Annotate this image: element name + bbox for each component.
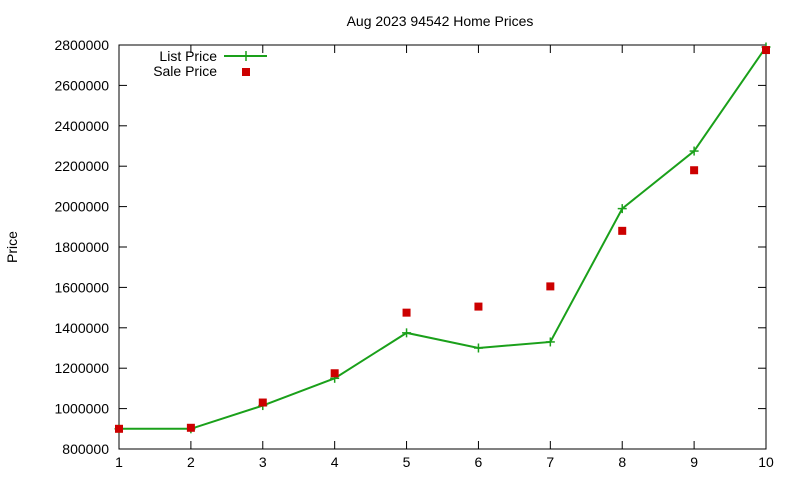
data-point-sale-price <box>690 166 699 175</box>
legend-label-sale-price: Sale Price <box>153 63 217 79</box>
y-tick-label: 2200000 <box>54 158 109 174</box>
x-tick-label: 9 <box>690 454 698 470</box>
data-point-list-price <box>402 328 412 338</box>
y-tick-label: 2000000 <box>54 199 109 215</box>
y-tick-label: 1000000 <box>54 401 109 417</box>
data-point-sale-price <box>546 282 555 291</box>
data-point-sale-price <box>115 424 123 433</box>
data-point-list-price <box>473 343 483 353</box>
data-point-sale-price <box>258 398 267 407</box>
data-point-sale-price <box>474 302 483 311</box>
x-tick-label: 5 <box>403 454 411 470</box>
x-tick-label: 6 <box>475 454 483 470</box>
legend-marker-sale-price <box>242 68 250 76</box>
x-tick-label: 7 <box>546 454 554 470</box>
x-tick-label: 4 <box>331 454 339 470</box>
x-tick-label: 2 <box>187 454 195 470</box>
y-tick-label: 800000 <box>62 441 109 457</box>
y-tick-label: 1400000 <box>54 320 109 336</box>
y-axis-label: Price <box>4 231 20 263</box>
series-marks <box>114 42 771 434</box>
plot-frame <box>118 44 767 450</box>
chart-title: Aug 2023 94542 Home Prices <box>347 13 534 29</box>
axis-ticks: 800000 1000000 1200000 1400000 1600000 180000… <box>54 37 774 470</box>
data-point-sale-price <box>618 226 627 235</box>
y-tick-label: 1800000 <box>54 239 109 255</box>
legend-marker-list-price <box>241 51 251 61</box>
data-point-sale-price <box>186 423 195 432</box>
data-point-list-price <box>545 337 555 347</box>
x-tick-label: 3 <box>259 454 267 470</box>
y-tick-label: 2400000 <box>54 118 109 134</box>
series-line-list-price <box>119 46 767 430</box>
x-tick-label: 10 <box>758 454 774 470</box>
data-point-sale-price <box>762 46 770 55</box>
y-tick-label: 1200000 <box>54 360 109 376</box>
legend-label-list-price: List Price <box>159 48 217 64</box>
y-tick-label: 2800000 <box>54 37 109 53</box>
data-point-sale-price <box>330 369 339 378</box>
x-tick-label: 1 <box>115 454 123 470</box>
data-point-sale-price <box>402 308 411 317</box>
data-point-list-price <box>689 146 699 156</box>
data-point-list-price <box>617 204 627 214</box>
y-tick-label: 2600000 <box>54 77 109 93</box>
legend: List Price Sale Price <box>153 48 267 79</box>
x-tick-label: 8 <box>618 454 626 470</box>
y-tick-label: 1600000 <box>54 279 109 295</box>
